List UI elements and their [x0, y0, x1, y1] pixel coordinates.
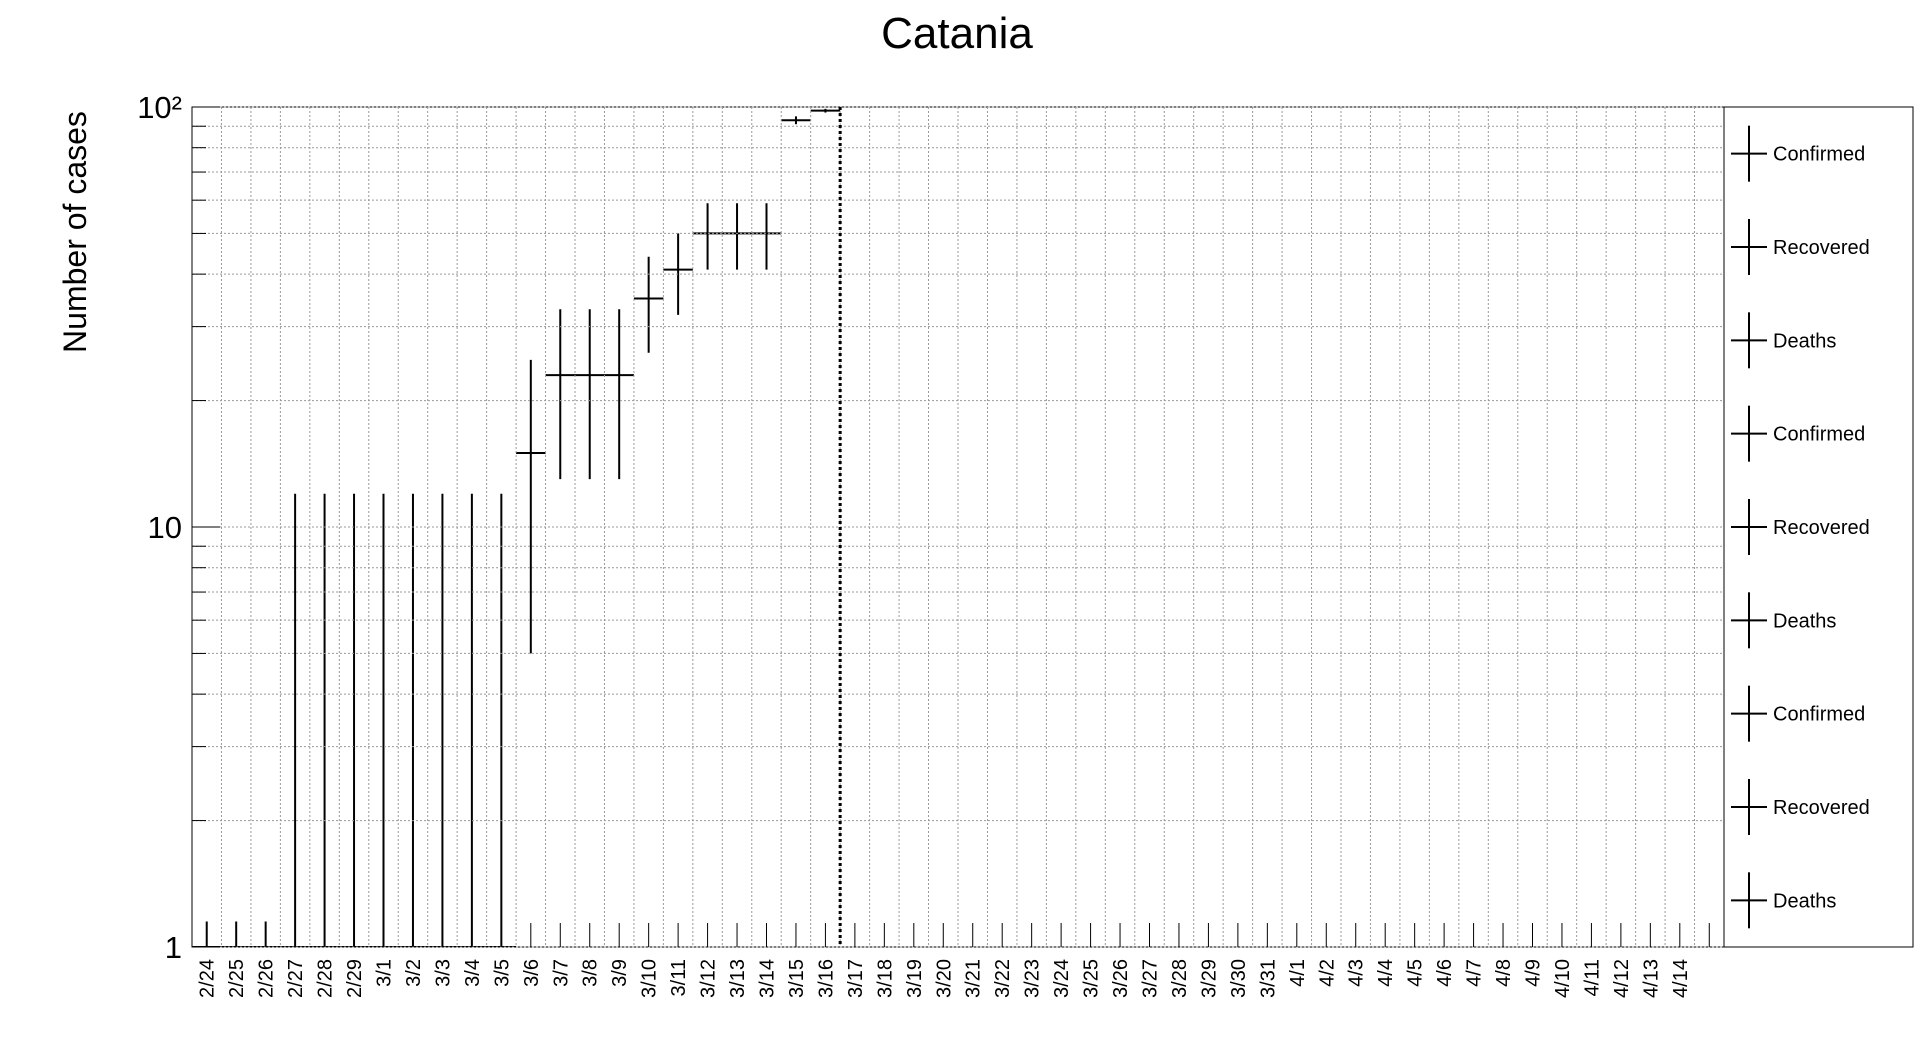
y-axis-label: Number of cases — [57, 111, 93, 353]
x-tick-label: 3/5 — [491, 959, 513, 987]
x-tick-label: 3/23 — [1022, 959, 1044, 998]
x-tick-label: 3/10 — [639, 959, 661, 998]
legend-box — [1723, 106, 1914, 948]
x-tick-label: 2/29 — [344, 959, 366, 998]
x-tick-label: 4/3 — [1346, 959, 1368, 987]
x-tick-label: 3/3 — [432, 959, 454, 987]
legend-label: Deaths — [1773, 890, 1836, 912]
x-tick-label: 3/8 — [580, 959, 602, 987]
legend-label: Recovered — [1773, 237, 1870, 259]
x-tick-label: 3/15 — [786, 959, 808, 998]
legend-label: Deaths — [1773, 610, 1836, 632]
x-tick-label: 3/9 — [609, 959, 631, 987]
x-tick-label: 3/27 — [1140, 959, 1162, 998]
x-tick-label: 4/14 — [1670, 959, 1692, 998]
x-tick-label: 3/18 — [874, 959, 896, 998]
legend-label: Confirmed — [1773, 144, 1865, 166]
x-tick-label: 3/26 — [1110, 959, 1132, 998]
x-tick-label: 3/19 — [904, 959, 926, 998]
x-tick-label: 4/9 — [1523, 959, 1545, 987]
x-tick-label: 3/1 — [374, 959, 396, 987]
x-tick-label: 2/27 — [285, 959, 307, 998]
x-tick-label: 4/6 — [1434, 959, 1456, 987]
x-tick-label: 4/2 — [1316, 959, 1338, 987]
legend-label: Recovered — [1773, 797, 1870, 819]
y-tick-label: 1 — [165, 930, 182, 965]
x-tick-label: 3/13 — [727, 959, 749, 998]
x-tick-label: 3/20 — [933, 959, 955, 998]
legend-label: Confirmed — [1773, 424, 1865, 446]
x-tick-label: 3/14 — [757, 959, 779, 998]
x-tick-label: 3/12 — [698, 959, 720, 998]
x-tick-label: 2/25 — [226, 959, 248, 998]
legend-label: Deaths — [1773, 330, 1836, 352]
x-tick-label: 3/31 — [1257, 959, 1279, 998]
x-tick-label: 3/25 — [1081, 959, 1103, 998]
x-tick-label: 4/12 — [1611, 959, 1633, 998]
x-tick-label: 4/11 — [1581, 959, 1603, 996]
chart-title: Catania — [881, 9, 1033, 58]
x-tick-label: 2/26 — [256, 959, 278, 998]
x-tick-label: 3/4 — [462, 959, 484, 987]
legend-label: Confirmed — [1773, 704, 1865, 726]
x-tick-label: 2/28 — [315, 959, 337, 998]
x-tick-label: 4/8 — [1493, 959, 1515, 987]
x-tick-label: 3/17 — [845, 959, 867, 998]
x-tick-label: 4/1 — [1287, 959, 1309, 987]
x-tick-label: 3/29 — [1198, 959, 1220, 998]
legend-label: Recovered — [1773, 517, 1870, 539]
x-tick-label: 3/11 — [668, 959, 690, 996]
y-tick-label: 10² — [137, 90, 182, 125]
x-tick-label: 3/6 — [521, 959, 543, 987]
x-tick-label: 2/24 — [197, 959, 219, 998]
x-tick-label: 3/22 — [992, 959, 1014, 998]
x-tick-label: 3/7 — [550, 959, 572, 987]
x-tick-label: 3/2 — [403, 959, 425, 987]
x-tick-label: 3/21 — [963, 959, 985, 998]
x-tick-label: 4/4 — [1375, 959, 1397, 987]
x-tick-label: 4/10 — [1552, 959, 1574, 998]
x-tick-label: 4/7 — [1464, 959, 1486, 987]
plot-area — [192, 108, 841, 947]
x-tick-label: 3/28 — [1169, 959, 1191, 998]
y-tick-label: 10 — [148, 510, 182, 545]
x-tick-label: 4/13 — [1640, 959, 1662, 998]
x-tick-label: 3/24 — [1051, 959, 1073, 998]
x-tick-label: 4/5 — [1405, 959, 1427, 987]
x-tick-label: 3/30 — [1228, 959, 1250, 998]
x-tick-label: 3/16 — [815, 959, 837, 998]
